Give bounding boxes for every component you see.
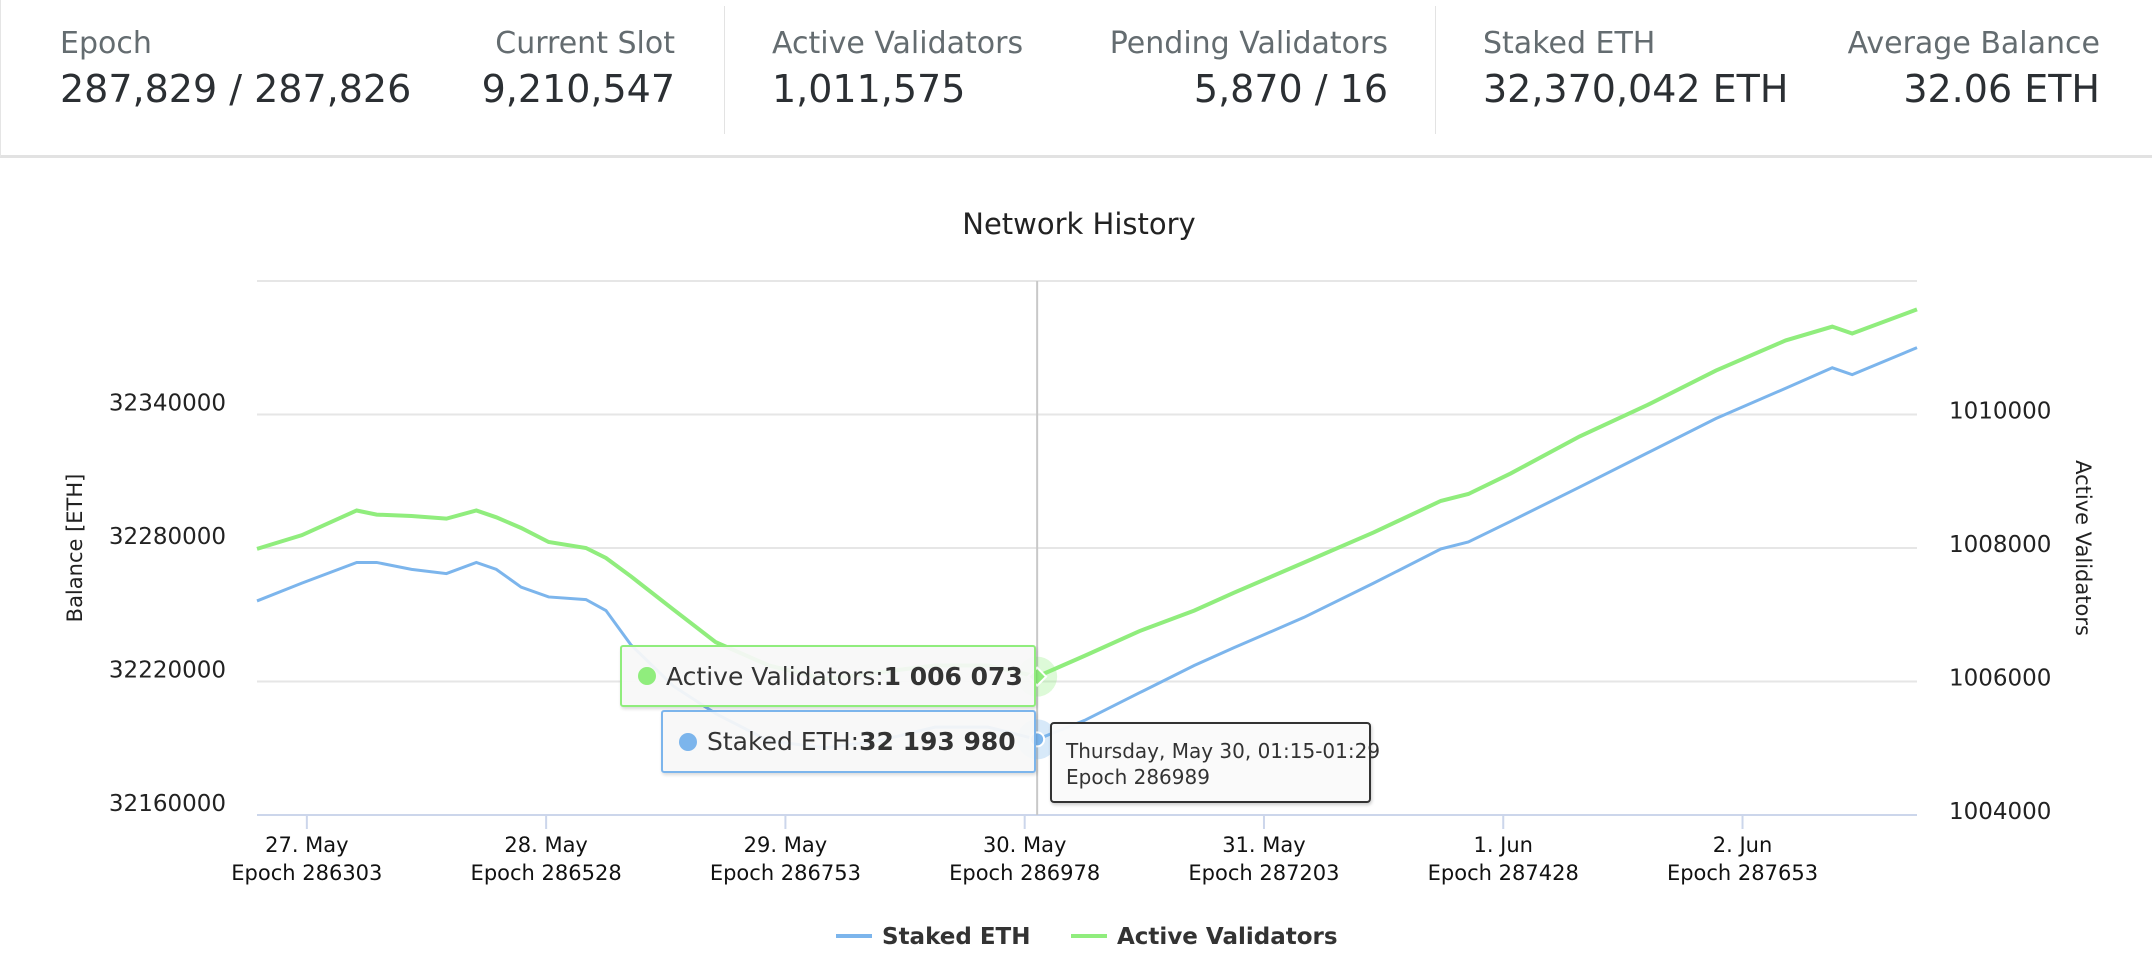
x-axis-tick-epoch: Epoch 287203 [1188, 861, 1339, 885]
divider [724, 6, 725, 134]
x-axis-tick-label: 1. Jun [1473, 833, 1533, 857]
legend: Staked ETH Active Validators [836, 924, 1338, 950]
tooltip-epoch-text: Epoch 286989 [1066, 765, 1210, 789]
right-axis-title: Active Validators [2071, 460, 2095, 636]
stat-value: 287,829 / 287,826 [60, 67, 412, 111]
divider [1435, 6, 1436, 134]
tooltip-value: 1 006 073 [883, 661, 1023, 691]
right-axis-tick-label: 1004000 [1949, 799, 2051, 825]
right-axis-tick-label: 1008000 [1949, 532, 2051, 558]
stat-value: 9,210,547 [481, 67, 675, 111]
stat-value: 5,870 / 16 [1193, 67, 1388, 111]
x-axis-tick-label: 28. May [504, 833, 588, 857]
stat-label: Pending Validators [1109, 26, 1388, 61]
stat-label: Epoch [60, 26, 152, 61]
left-axis-title: Balance [ETH] [63, 474, 87, 623]
tooltip-date: Thursday, May 30, 01:15-01:29 Epoch 2869… [1050, 722, 1381, 803]
x-axis-tick-label: 29. May [744, 833, 828, 857]
stat-pending-validators: Pending Validators 5,870 / 16 [1110, 26, 1388, 111]
x-axis-tick-label: 30. May [983, 833, 1067, 857]
left-axis-tick-label: 32220000 [109, 658, 226, 684]
tooltip-date-text: Thursday, May 30, 01:15-01:29 [1066, 739, 1381, 763]
stat-value: 32.06 ETH [1903, 67, 2100, 111]
right-axis-tick-label: 1006000 [1949, 666, 2051, 692]
tooltip-label: Active Validators: [666, 661, 884, 691]
x-axis-tick-epoch: Epoch 286303 [231, 861, 382, 885]
x-axis-tick-label: 27. May [265, 833, 349, 857]
stats-header: Epoch 287,829 / 287,826 Current Slot 9,210… [0, 0, 2152, 158]
stat-label: Current Slot [495, 26, 675, 61]
x-axis-tick-epoch: Epoch 286528 [471, 861, 622, 885]
x-axis-tick-epoch: Epoch 287428 [1428, 861, 1579, 885]
stat-epoch: Epoch 287,829 / 287,826 [60, 26, 411, 111]
stat-staked-eth: Staked ETH 32,370,042 ETH [1483, 26, 1788, 111]
x-axis-tick-epoch: Epoch 286753 [710, 861, 861, 885]
x-axis-tick-epoch: Epoch 287653 [1667, 861, 1818, 885]
stat-label: Active Validators [772, 26, 1024, 61]
tooltip-staked-eth: Staked ETH: 32 193 980 [661, 710, 1036, 773]
stat-value: 32,370,042 ETH [1483, 67, 1789, 111]
x-axis-tick-epoch: Epoch 286978 [949, 861, 1100, 885]
tooltip-label: Staked ETH: [707, 727, 860, 756]
legend-staked-eth[interactable]: Staked ETH [882, 924, 1030, 950]
left-axis-tick-label: 32280000 [109, 524, 226, 550]
legend-active-validators[interactable]: Active Validators [1117, 924, 1338, 950]
stat-label: Staked ETH [1483, 26, 1656, 61]
chart-title: Network History [962, 207, 1195, 241]
series-active-validators-line [256, 307, 1918, 682]
series-dot-icon [638, 667, 656, 685]
tooltip-active-validators: Active Validators: 1 006 073 [620, 645, 1036, 707]
stat-value: 1,011,575 [772, 67, 966, 111]
right-axis-tick-label: 1010000 [1949, 399, 2051, 425]
left-axis-tick-label: 32340000 [109, 391, 226, 417]
tooltip-value: 32 193 980 [859, 727, 1016, 756]
series-dot-icon [679, 732, 697, 751]
stat-active-validators: Active Validators 1,011,575 [772, 26, 1023, 111]
stat-current-slot: Current Slot 9,210,547 [482, 26, 675, 111]
left-axis-tick-label: 32160000 [109, 791, 226, 817]
x-axis-tick-label: 31. May [1222, 833, 1306, 857]
x-axis-tick-label: 2. Jun [1713, 833, 1773, 857]
stat-average-balance: Average Balance 32.06 ETH [1848, 26, 2100, 111]
stat-label: Average Balance [1847, 26, 2100, 61]
